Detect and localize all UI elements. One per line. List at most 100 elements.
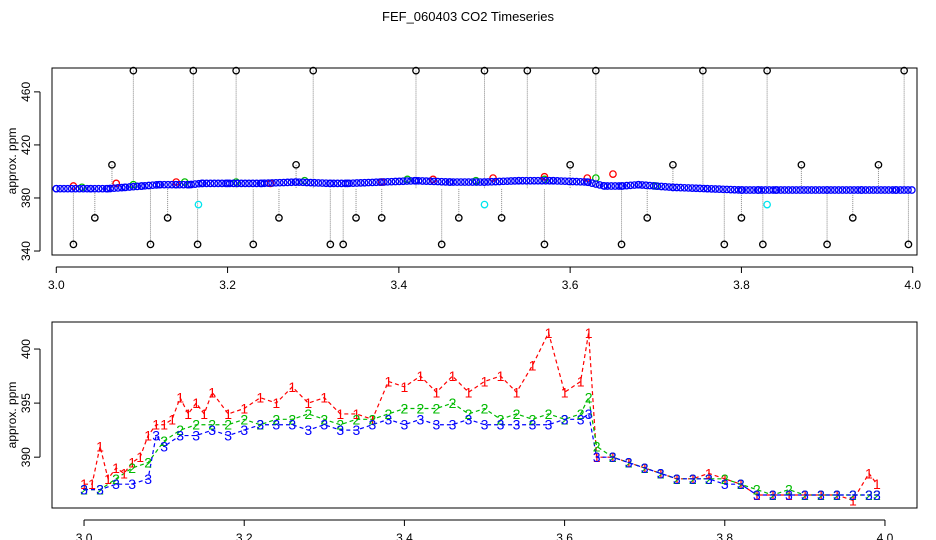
series-marker: 3	[673, 471, 681, 487]
data-point	[326, 240, 335, 249]
data-point	[171, 180, 180, 189]
data-point	[497, 214, 506, 222]
data-point	[720, 240, 729, 249]
data-point	[189, 66, 198, 75]
data-point	[310, 178, 319, 187]
data-point	[638, 181, 646, 189]
data-point	[892, 186, 901, 194]
x-tick-label: 4.0	[877, 531, 894, 540]
data-point	[838, 186, 847, 194]
data-point	[87, 184, 95, 193]
lower-plot-frame	[51, 321, 918, 509]
data-point	[377, 214, 386, 222]
data-point	[309, 66, 318, 75]
series-marker: 1	[168, 411, 176, 427]
series-marker: 1	[200, 406, 208, 422]
series-marker: 2	[176, 422, 184, 438]
data-point	[133, 182, 142, 191]
data-point	[339, 240, 348, 249]
data-point	[617, 240, 626, 249]
data-point	[842, 186, 851, 194]
series-marker: 3	[176, 428, 184, 444]
series-marker: 1	[352, 406, 360, 422]
series-marker: 3	[873, 487, 881, 503]
data-point	[723, 185, 731, 194]
data-point	[643, 214, 652, 222]
data-point	[322, 179, 330, 188]
data-point	[69, 240, 78, 249]
series-marker: 2	[689, 471, 697, 487]
data-point	[437, 240, 446, 249]
series-marker: 1	[529, 357, 537, 373]
data-point	[144, 181, 153, 190]
lower-y-axis-label: approx. ppm	[5, 382, 19, 449]
data-point	[900, 186, 909, 194]
series-marker: 1	[288, 379, 296, 395]
series-marker: 2	[288, 411, 296, 427]
y-tick-label: 395	[19, 393, 33, 413]
series-marker: 1	[384, 373, 392, 389]
data-point	[877, 186, 885, 194]
data-point	[260, 179, 269, 188]
series-marker: 3	[208, 422, 216, 438]
data-point	[780, 186, 789, 194]
data-point	[618, 182, 627, 190]
data-point	[229, 179, 238, 188]
data-point	[763, 66, 771, 75]
series-marker: 2	[849, 487, 857, 503]
data-point	[769, 186, 777, 194]
data-point	[672, 183, 681, 192]
data-point	[669, 183, 677, 192]
series-marker: 1	[545, 325, 553, 341]
data-point	[588, 179, 596, 188]
data-point	[730, 185, 739, 194]
data-point	[67, 184, 76, 193]
series-marker: 2	[641, 460, 649, 476]
data-point	[788, 186, 797, 194]
data-point	[715, 185, 724, 194]
data-point	[848, 214, 857, 222]
data-point	[746, 186, 754, 194]
series-marker: 3	[801, 487, 809, 503]
data-point	[129, 66, 138, 75]
data-point	[823, 186, 831, 194]
data-point	[669, 160, 677, 169]
series-marker: 3	[721, 476, 729, 492]
series-marker: 1	[561, 384, 569, 400]
data-point	[256, 179, 265, 188]
series-marker: 1	[577, 373, 585, 389]
x-tick-label: 3.8	[733, 278, 750, 292]
data-point	[888, 186, 897, 194]
data-point	[268, 179, 276, 187]
data-point	[454, 214, 463, 222]
series-marker: 2	[585, 390, 593, 406]
data-point	[742, 186, 750, 194]
data-point	[696, 184, 704, 193]
series-marker: 1	[88, 476, 96, 492]
data-point	[561, 177, 569, 186]
data-point	[680, 183, 689, 192]
data-point	[738, 186, 747, 194]
data-point	[830, 186, 839, 194]
series-marker: 2	[368, 411, 376, 427]
data-point	[792, 186, 801, 194]
data-point	[368, 178, 377, 187]
series-marker: 2	[801, 487, 809, 503]
series-marker: 3	[304, 422, 312, 438]
series-marker: 3	[705, 471, 713, 487]
data-point	[98, 184, 107, 193]
series-marker: 1	[785, 487, 793, 503]
data-point	[146, 240, 155, 249]
data-point	[56, 184, 64, 193]
data-point	[476, 178, 485, 186]
series-marker: 1	[336, 406, 344, 422]
data-point	[603, 182, 612, 190]
series-marker: 1	[801, 487, 809, 503]
data-point	[480, 200, 489, 209]
data-point	[314, 179, 323, 187]
data-point	[908, 186, 916, 194]
series-marker: 3	[256, 417, 264, 433]
series-marker: 2	[529, 411, 537, 427]
data-point	[834, 186, 843, 194]
